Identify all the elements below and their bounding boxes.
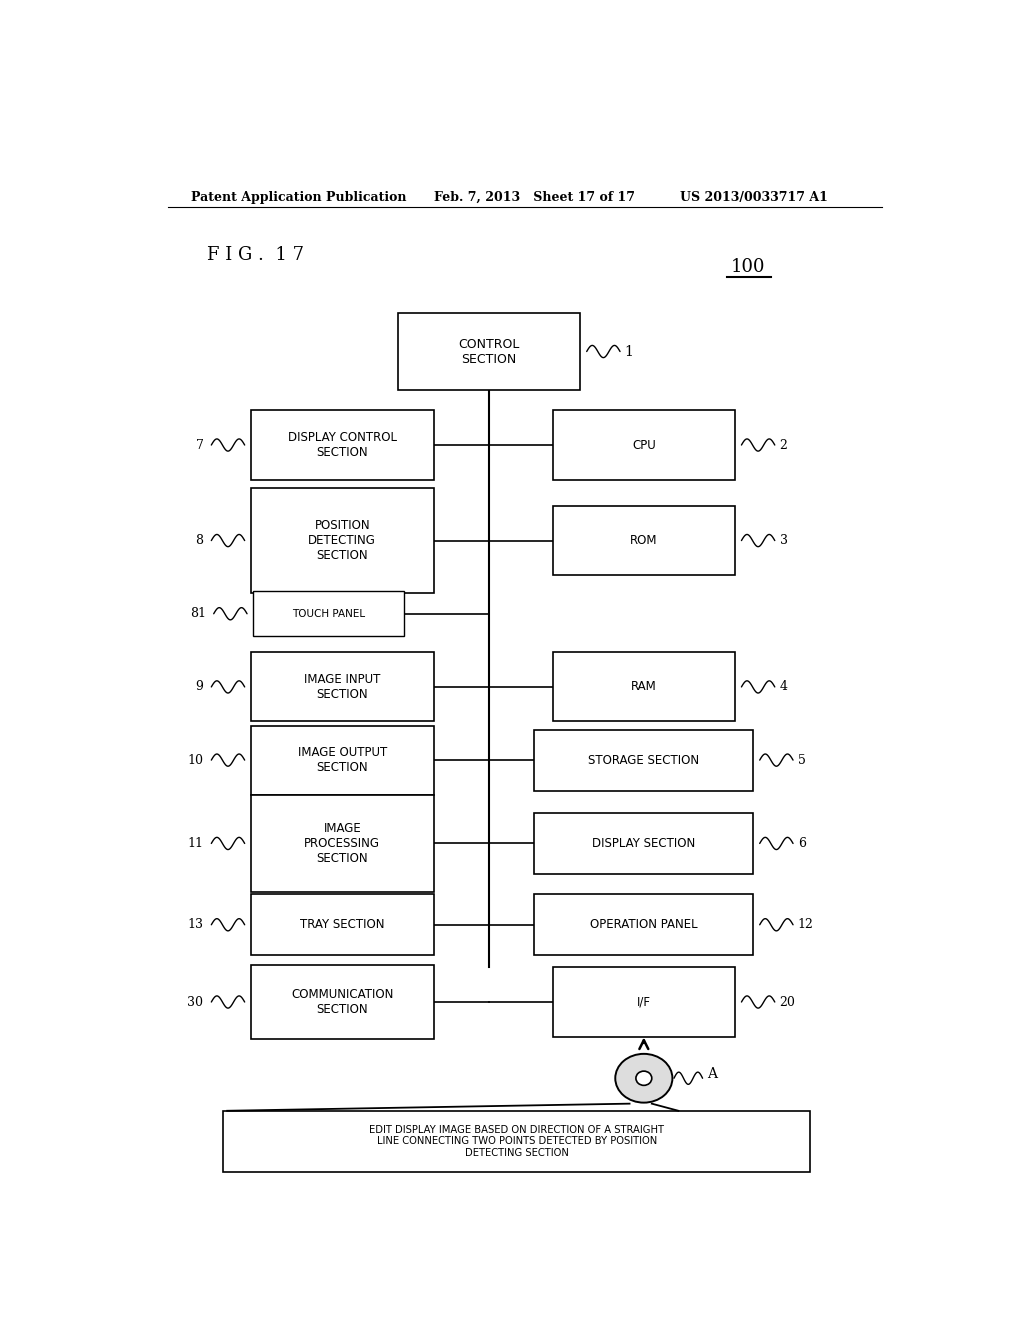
Text: 1: 1: [625, 345, 634, 359]
Text: STORAGE SECTION: STORAGE SECTION: [588, 754, 699, 767]
Text: 6: 6: [798, 837, 806, 850]
Text: 5: 5: [798, 754, 806, 767]
Text: Feb. 7, 2013   Sheet 17 of 17: Feb. 7, 2013 Sheet 17 of 17: [433, 190, 635, 203]
Text: 2: 2: [779, 438, 787, 451]
Ellipse shape: [615, 1053, 673, 1102]
Text: 4: 4: [779, 680, 787, 693]
Text: Patent Application Publication: Patent Application Publication: [191, 190, 407, 203]
FancyBboxPatch shape: [251, 411, 433, 479]
Text: POSITION
DETECTING
SECTION: POSITION DETECTING SECTION: [308, 519, 376, 562]
Text: TRAY SECTION: TRAY SECTION: [300, 919, 385, 932]
Text: 11: 11: [187, 837, 204, 850]
Text: 13: 13: [187, 919, 204, 932]
Text: CPU: CPU: [632, 438, 655, 451]
FancyBboxPatch shape: [251, 965, 433, 1039]
Text: I/F: I/F: [637, 995, 651, 1008]
Text: DISPLAY SECTION: DISPLAY SECTION: [592, 837, 695, 850]
Text: 8: 8: [196, 535, 204, 546]
Text: CONTROL
SECTION: CONTROL SECTION: [459, 338, 520, 366]
FancyBboxPatch shape: [535, 813, 754, 874]
FancyBboxPatch shape: [535, 894, 754, 956]
Ellipse shape: [636, 1071, 652, 1085]
Text: TOUCH PANEL: TOUCH PANEL: [292, 609, 366, 619]
Text: EDIT DISPLAY IMAGE BASED ON DIRECTION OF A STRAIGHT
LINE CONNECTING TWO POINTS D: EDIT DISPLAY IMAGE BASED ON DIRECTION OF…: [370, 1125, 665, 1158]
Text: 12: 12: [798, 919, 814, 932]
Text: IMAGE
PROCESSING
SECTION: IMAGE PROCESSING SECTION: [304, 822, 380, 865]
Text: US 2013/0033717 A1: US 2013/0033717 A1: [680, 190, 827, 203]
FancyBboxPatch shape: [251, 652, 433, 722]
FancyBboxPatch shape: [535, 730, 754, 791]
Text: 7: 7: [196, 438, 204, 451]
Text: OPERATION PANEL: OPERATION PANEL: [590, 919, 697, 932]
FancyBboxPatch shape: [253, 591, 404, 636]
FancyBboxPatch shape: [397, 313, 581, 391]
Text: 30: 30: [187, 995, 204, 1008]
Text: COMMUNICATION
SECTION: COMMUNICATION SECTION: [291, 987, 393, 1016]
FancyBboxPatch shape: [553, 968, 735, 1036]
Text: IMAGE INPUT
SECTION: IMAGE INPUT SECTION: [304, 673, 381, 701]
FancyBboxPatch shape: [553, 506, 735, 576]
Text: 3: 3: [779, 535, 787, 546]
Text: 81: 81: [189, 607, 206, 620]
Text: RAM: RAM: [631, 680, 656, 693]
Text: DISPLAY CONTROL
SECTION: DISPLAY CONTROL SECTION: [288, 432, 396, 459]
FancyBboxPatch shape: [223, 1110, 811, 1172]
FancyBboxPatch shape: [251, 726, 433, 795]
FancyBboxPatch shape: [251, 894, 433, 956]
Text: 100: 100: [731, 259, 766, 276]
Text: 9: 9: [196, 680, 204, 693]
FancyBboxPatch shape: [251, 795, 433, 892]
FancyBboxPatch shape: [553, 411, 735, 479]
Text: IMAGE OUTPUT
SECTION: IMAGE OUTPUT SECTION: [298, 746, 387, 774]
Text: ROM: ROM: [630, 535, 657, 546]
Text: 20: 20: [779, 995, 796, 1008]
FancyBboxPatch shape: [553, 652, 735, 722]
FancyBboxPatch shape: [251, 487, 433, 594]
Text: F I G .  1 7: F I G . 1 7: [207, 246, 304, 264]
Text: 10: 10: [187, 754, 204, 767]
Text: A: A: [708, 1067, 718, 1081]
